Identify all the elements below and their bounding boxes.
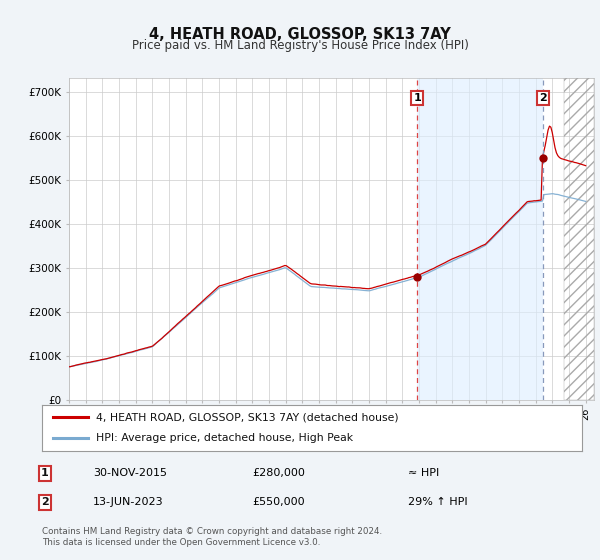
Text: 13-JUN-2023: 13-JUN-2023 [93, 497, 164, 507]
Text: ≈ HPI: ≈ HPI [408, 468, 439, 478]
Text: 1: 1 [413, 94, 421, 103]
Text: £550,000: £550,000 [252, 497, 305, 507]
Text: 30-NOV-2015: 30-NOV-2015 [93, 468, 167, 478]
Bar [418, 78, 543, 400]
Text: 29% ↑ HPI: 29% ↑ HPI [408, 497, 467, 507]
Text: £280,000: £280,000 [252, 468, 305, 478]
Text: 4, HEATH ROAD, GLOSSOP, SK13 7AY (detached house): 4, HEATH ROAD, GLOSSOP, SK13 7AY (detach… [96, 412, 398, 422]
Text: 2: 2 [41, 497, 49, 507]
Text: This data is licensed under the Open Government Licence v3.0.: This data is licensed under the Open Gov… [42, 538, 320, 547]
Text: HPI: Average price, detached house, High Peak: HPI: Average price, detached house, High… [96, 433, 353, 444]
Text: 4, HEATH ROAD, GLOSSOP, SK13 7AY: 4, HEATH ROAD, GLOSSOP, SK13 7AY [149, 27, 451, 42]
Text: Contains HM Land Registry data © Crown copyright and database right 2024.: Contains HM Land Registry data © Crown c… [42, 527, 382, 536]
Text: Price paid vs. HM Land Registry's House Price Index (HPI): Price paid vs. HM Land Registry's House … [131, 39, 469, 53]
Text: 2: 2 [539, 94, 547, 103]
Text: 1: 1 [41, 468, 49, 478]
